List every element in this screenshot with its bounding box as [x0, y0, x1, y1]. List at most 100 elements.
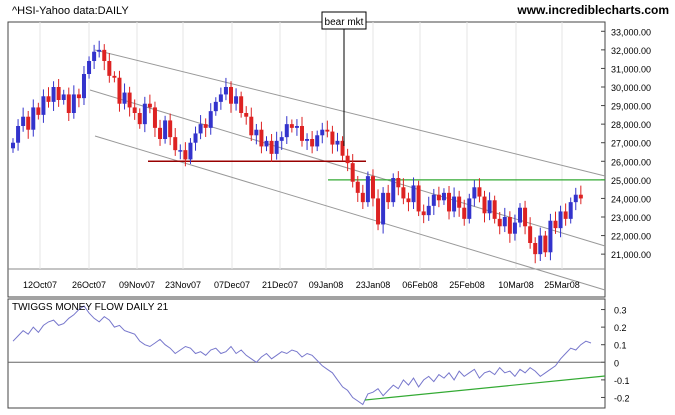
candle — [26, 110, 31, 139]
candle — [294, 119, 299, 136]
candle-body — [360, 192, 365, 203]
candle-body — [11, 142, 15, 149]
candle-body — [102, 49, 107, 61]
candle-body — [426, 205, 431, 216]
candle — [178, 144, 183, 160]
candle — [218, 87, 223, 110]
candle — [472, 180, 477, 207]
candle-body — [249, 116, 254, 136]
date-tick-label: 25Mar08 — [544, 280, 580, 290]
candle — [223, 77, 228, 101]
candle — [578, 185, 583, 205]
candle-body — [61, 94, 66, 100]
candle — [71, 85, 76, 119]
candle-body — [97, 49, 102, 52]
candle — [426, 196, 431, 221]
candle — [335, 132, 340, 152]
candle-body — [26, 116, 31, 130]
candle — [492, 195, 497, 224]
candle-body — [127, 92, 132, 108]
candle — [345, 148, 350, 172]
candle — [81, 66, 86, 106]
candle — [193, 126, 198, 151]
candle — [203, 118, 208, 137]
candle — [117, 70, 122, 112]
candle-body — [350, 163, 355, 182]
tmf-series-line — [12, 305, 592, 406]
candle — [244, 106, 249, 125]
candle-body — [163, 120, 168, 139]
candle-body — [538, 235, 543, 255]
candle — [507, 211, 512, 243]
candle-body — [330, 131, 335, 145]
candle-body — [142, 103, 147, 125]
candle-body — [178, 150, 183, 152]
candle — [457, 190, 462, 217]
price-tick-label: 31,000.00 — [611, 64, 651, 74]
candle-body — [558, 211, 563, 229]
candle-body — [421, 211, 426, 216]
candle-body — [487, 200, 492, 214]
candle — [183, 142, 188, 167]
price-tick-label: 30,000.00 — [611, 83, 651, 93]
candle-body — [447, 192, 452, 212]
candle-body — [259, 129, 264, 147]
candle-body — [158, 127, 163, 139]
candle — [173, 128, 178, 156]
candle-body — [528, 226, 533, 243]
candle-body — [112, 75, 117, 78]
candle-body — [183, 150, 188, 160]
candle-body — [568, 202, 573, 219]
candle-body — [310, 139, 315, 147]
candle — [411, 177, 416, 210]
candle — [142, 96, 147, 133]
candle-body — [452, 196, 457, 212]
candle — [310, 131, 315, 154]
price-tick-label: 32,000.00 — [611, 46, 651, 56]
candle-body — [289, 124, 294, 128]
price-panel-frame — [7, 21, 606, 298]
price-tick-label: 24,000.00 — [611, 194, 651, 204]
candle — [386, 184, 391, 210]
candle — [41, 89, 46, 123]
date-tick-label: 07Dec07 — [214, 280, 250, 290]
candle-body — [223, 87, 228, 95]
candle — [462, 199, 467, 226]
candle-body — [218, 94, 223, 102]
candle-body — [355, 181, 360, 193]
candle — [406, 192, 411, 212]
candle-body — [472, 187, 477, 199]
candle — [533, 237, 538, 264]
site-watermark: www.incrediblecharts.com — [516, 3, 669, 17]
candle — [97, 40, 102, 58]
tmf-tick-label: -0.1 — [614, 376, 630, 386]
candle — [158, 119, 163, 146]
candle-body — [254, 129, 259, 136]
candle-body — [66, 94, 71, 113]
candle-body — [553, 220, 558, 229]
candle-body — [36, 107, 41, 115]
candle-body — [229, 87, 234, 104]
candle-body — [502, 217, 507, 227]
candle — [573, 187, 578, 211]
candle — [396, 171, 401, 196]
candle — [350, 154, 355, 188]
candle — [11, 138, 15, 153]
candle — [370, 169, 375, 207]
candle — [229, 81, 234, 113]
candle-body — [198, 124, 203, 134]
candle-body — [87, 61, 92, 74]
date-tick-label: 25Feb08 — [449, 280, 485, 290]
candle — [320, 122, 325, 144]
indicator-title: TWIGGS MONEY FLOW DAILY 21 — [12, 302, 169, 313]
date-tick-label: 06Feb08 — [402, 280, 438, 290]
tmf-tick-label: 0.1 — [614, 341, 627, 351]
candle-body — [512, 222, 517, 234]
candle — [528, 217, 533, 249]
candle-body — [335, 140, 340, 145]
candle-body — [578, 194, 583, 199]
candle — [66, 87, 71, 121]
candle — [127, 86, 132, 117]
candle-body — [436, 194, 441, 201]
